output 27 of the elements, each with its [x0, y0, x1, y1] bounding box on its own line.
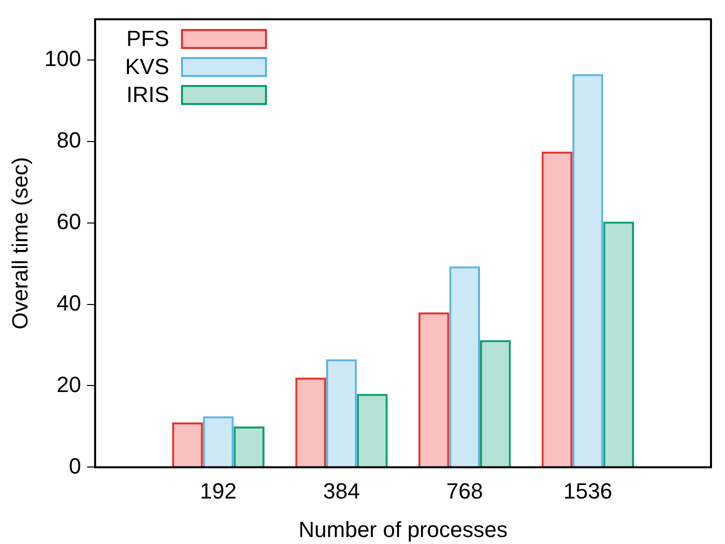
legend-label: KVS: [125, 54, 170, 80]
y-tick-label: 0: [68, 453, 82, 478]
bar: [449, 266, 480, 467]
bar: [418, 312, 450, 467]
y-axis-title: Overall time (sec): [7, 157, 32, 330]
y-tick-label: 100: [44, 46, 82, 71]
x-axis-title: Number of processes: [298, 516, 508, 542]
bar: [356, 394, 388, 467]
bar: [603, 222, 634, 467]
bar: [172, 422, 203, 467]
legend-label: PFS: [126, 26, 170, 52]
y-tick-label: 60: [56, 208, 82, 234]
bar: [542, 152, 572, 467]
x-tick-label: 192: [200, 478, 237, 504]
bar: [326, 359, 357, 467]
bar: [480, 340, 511, 467]
x-tick-label: 1536: [563, 478, 612, 504]
bar: [234, 426, 264, 467]
x-tick-label: 768: [446, 478, 483, 504]
bar: [202, 416, 234, 467]
y-tick-label: 80: [56, 127, 82, 152]
y-tick-label: 40: [56, 290, 82, 316]
bar: [295, 378, 326, 467]
y-tick-label: 20: [56, 372, 82, 397]
bar: [572, 74, 604, 467]
legend-label: IRIS: [126, 82, 170, 108]
x-tick-label: 384: [323, 478, 360, 504]
